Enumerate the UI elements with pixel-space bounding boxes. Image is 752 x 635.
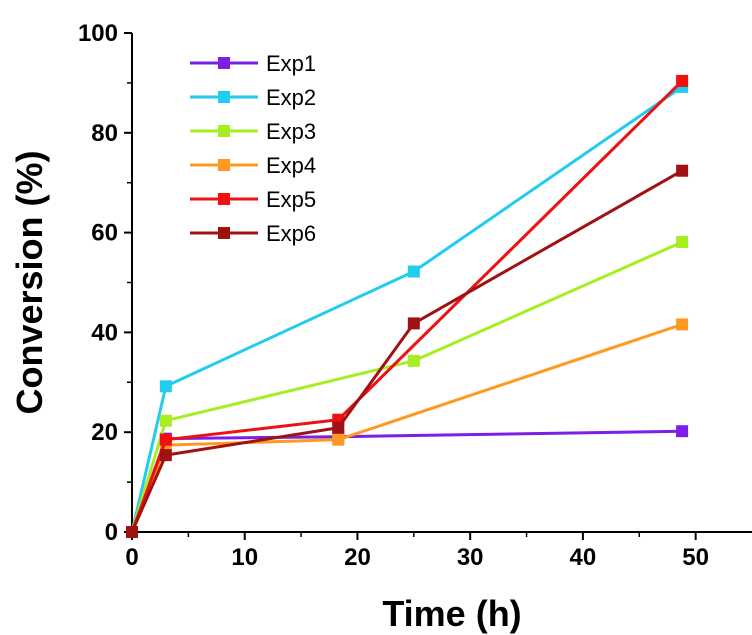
legend-marker — [218, 125, 230, 137]
legend-label: Exp1 — [266, 51, 316, 76]
series-line — [130, 322, 683, 533]
data-point — [126, 526, 138, 538]
legend-item-exp2: Exp2 — [190, 85, 316, 110]
data-point — [159, 449, 172, 462]
legend-item-exp1: Exp1 — [190, 51, 316, 76]
series-exp2 — [126, 80, 689, 538]
legend-marker — [218, 193, 230, 205]
data-point — [676, 164, 689, 177]
y-tick-label: 40 — [91, 319, 118, 346]
y-tick-label: 60 — [91, 220, 118, 247]
y-axis-title: Conversion (%) — [9, 150, 50, 414]
series-line — [130, 85, 683, 533]
data-point — [676, 425, 689, 438]
data-point — [332, 421, 345, 434]
data-point — [407, 354, 420, 367]
legend-label: Exp5 — [266, 187, 316, 212]
legend-marker — [218, 57, 230, 69]
legend-item-exp4: Exp4 — [190, 153, 316, 178]
legend-item-exp5: Exp5 — [190, 187, 316, 212]
x-tick-label: 40 — [570, 544, 597, 571]
legend-item-exp6: Exp6 — [190, 221, 316, 246]
data-point — [676, 74, 689, 87]
x-tick-label: 10 — [231, 544, 258, 571]
x-tick-label: 20 — [344, 544, 371, 571]
data-point — [676, 318, 689, 331]
legend-label: Exp4 — [266, 153, 316, 178]
legend-label: Exp3 — [266, 119, 316, 144]
legend-label: Exp2 — [266, 85, 316, 110]
data-point — [407, 265, 420, 278]
y-tick-label: 100 — [78, 20, 118, 47]
axes: 0 10 20 30 40 50 0 20 40 60 80 100 — [78, 20, 752, 571]
x-axis-title: Time (h) — [382, 593, 521, 634]
series-exp3 — [126, 236, 689, 538]
x-tick-label: 0 — [125, 544, 138, 571]
legend-item-exp3: Exp3 — [190, 119, 316, 144]
data-point — [159, 433, 172, 446]
legend-marker — [218, 91, 230, 103]
legend-marker — [218, 227, 230, 239]
series-exp5 — [126, 74, 689, 538]
series-line — [130, 79, 684, 533]
y-tick-label: 20 — [91, 419, 118, 446]
data-point — [159, 380, 172, 393]
series-exp1 — [126, 425, 689, 538]
legend-label: Exp6 — [266, 221, 316, 246]
series-exp6 — [126, 164, 689, 538]
series-layer — [126, 74, 689, 538]
x-tick-label: 30 — [457, 544, 484, 571]
data-point — [407, 317, 420, 330]
data-point — [332, 433, 345, 446]
legend: Exp1 Exp2 Exp3 Exp4 Exp5 Exp6 — [190, 51, 316, 246]
data-point — [676, 236, 689, 249]
x-tick-label: 50 — [682, 544, 709, 571]
data-point — [159, 414, 172, 427]
series-line — [130, 240, 683, 533]
y-tick-label: 0 — [105, 519, 118, 546]
legend-marker — [218, 159, 230, 171]
y-tick-label: 80 — [91, 120, 118, 147]
